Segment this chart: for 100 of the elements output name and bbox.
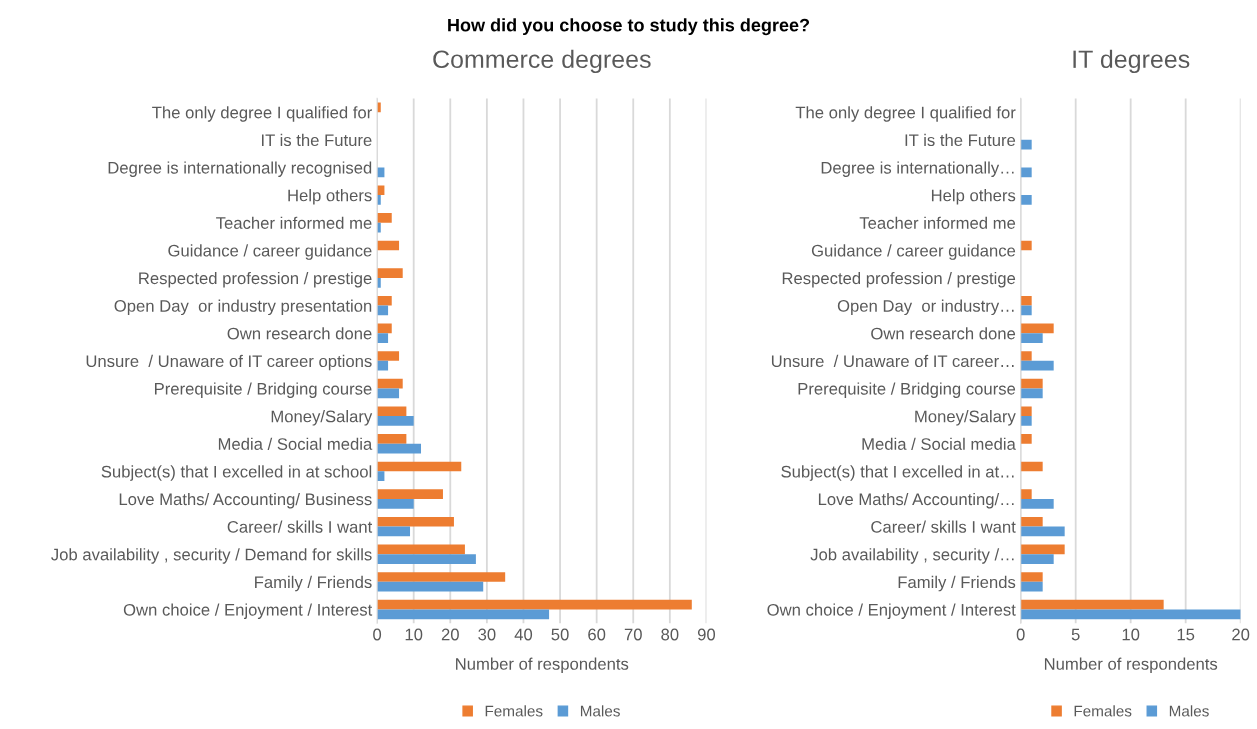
y-tick-label: The only degree I qualified for xyxy=(152,106,372,122)
y-tick-label: Degree is internationally recognised xyxy=(108,161,372,177)
bar xyxy=(1020,461,1043,472)
bar xyxy=(377,434,407,444)
x-tick-label: 50 xyxy=(551,628,569,641)
y-tick-label: Respected profession / prestige xyxy=(139,271,372,288)
bar xyxy=(377,333,389,343)
y-tick-label: Family / Friends xyxy=(898,575,1016,592)
y-tick-label: Money/Salary xyxy=(915,410,1016,426)
bar xyxy=(377,213,392,223)
bar xyxy=(377,516,454,527)
bar xyxy=(377,498,414,509)
bar xyxy=(377,526,411,537)
chart-title: Commerce degrees xyxy=(433,49,651,74)
y-tick-label: Help others xyxy=(931,189,1016,205)
x-tick-label: 0 xyxy=(373,628,382,641)
bar xyxy=(377,416,414,426)
x-tick-label: 30 xyxy=(478,628,496,641)
bar xyxy=(1020,489,1032,499)
bar xyxy=(1020,526,1065,537)
bar xyxy=(377,388,400,399)
x-tick-label: 20 xyxy=(441,628,459,641)
bar xyxy=(377,489,443,499)
y-tick-label: Unsure / Unaware of IT career options xyxy=(86,354,372,371)
bar xyxy=(1020,406,1032,417)
bar xyxy=(1020,323,1054,334)
bar xyxy=(1020,295,1032,306)
bar xyxy=(1020,333,1043,343)
x-axis-title: Number of respondents xyxy=(456,657,629,674)
bar xyxy=(377,295,392,306)
bar xyxy=(1020,516,1043,527)
legend-label: Females xyxy=(485,705,543,717)
y-tick-label: IT is the Future xyxy=(262,133,372,147)
bar xyxy=(1020,139,1032,150)
x-tick-label: 5 xyxy=(1071,628,1080,641)
bar xyxy=(377,461,462,472)
legend-label: Males xyxy=(580,705,620,717)
legend-label: Males xyxy=(1169,705,1209,717)
y-tick-label: Help others xyxy=(288,189,372,205)
bar xyxy=(1020,572,1043,582)
y-tick-label: Degree is internationally… xyxy=(821,161,1014,177)
y-tick-label: The only degree I qualified for xyxy=(795,106,1016,122)
bar xyxy=(1020,609,1241,620)
y-tick-label: Guidance / career guidance xyxy=(168,244,372,260)
bar xyxy=(377,406,407,417)
y-tick-label: Subject(s) that I excelled in at… xyxy=(781,465,1014,481)
y-tick-label: Open Day or industry presentation xyxy=(114,299,372,316)
bar xyxy=(1020,498,1054,509)
y-tick-label: Unsure / Unaware of IT career… xyxy=(771,354,1014,368)
bar xyxy=(377,378,403,389)
bar xyxy=(1020,434,1032,444)
bar xyxy=(377,572,506,582)
bar xyxy=(377,351,400,361)
bar xyxy=(1020,360,1054,371)
x-tick-label: 80 xyxy=(661,628,679,641)
x-tick-label: 90 xyxy=(697,628,716,641)
bar xyxy=(377,581,484,592)
y-tick-label: Own research done xyxy=(871,327,1016,340)
bar xyxy=(377,599,692,610)
y-tick-label: Job availability , security / Demand for skills xyxy=(51,548,372,564)
bar xyxy=(1020,240,1032,251)
y-tick-label: Prerequisite / Bridging course xyxy=(154,382,372,398)
bar xyxy=(377,544,465,555)
x-tick-label: 20 xyxy=(1232,628,1250,641)
bar xyxy=(1020,305,1032,316)
y-tick-label: Own choice / Enjoyment / Interest xyxy=(767,603,1016,619)
y-tick-label: Love Maths/ Accounting/ Business xyxy=(119,492,372,509)
x-tick-label: 40 xyxy=(514,628,533,641)
chart-title: IT degrees xyxy=(1073,49,1190,74)
bar xyxy=(1020,167,1032,178)
bar xyxy=(377,554,476,564)
bar xyxy=(1020,416,1032,426)
y-tick-label: Media / Social media xyxy=(218,437,373,450)
y-tick-label: Prerequisite / Bridging course xyxy=(798,382,1016,398)
bar xyxy=(377,360,389,371)
x-tick-label: 10 xyxy=(405,628,423,641)
bar xyxy=(377,443,422,454)
bar xyxy=(1020,195,1032,205)
text: How did you choose to study this degree? xyxy=(448,18,810,36)
y-tick-label: Respected profession / prestige xyxy=(782,271,1016,288)
bar xyxy=(1020,544,1065,555)
bar xyxy=(1020,554,1054,564)
y-tick-label: Family / Friends xyxy=(255,575,372,592)
y-tick-label: Teacher informed me xyxy=(216,216,372,229)
bar xyxy=(1020,599,1164,610)
y-tick-label: Job availability , security /… xyxy=(810,548,1014,564)
y-tick-label: Money/Salary xyxy=(271,410,373,426)
y-tick-label: Love Maths/ Accounting/… xyxy=(818,492,1014,509)
y-tick-label: Own research done xyxy=(227,327,372,340)
y-tick-label: Guidance / career guidance xyxy=(811,244,1016,260)
y-tick-label: Subject(s) that I excelled in at school xyxy=(101,465,372,481)
y-tick-label: IT is the Future xyxy=(905,133,1016,147)
y-tick-label: Career/ skills I want xyxy=(871,520,1016,533)
y-tick-label: Teacher informed me xyxy=(859,216,1016,229)
bar xyxy=(377,609,550,620)
bar xyxy=(1020,581,1043,592)
x-axis-title: Number of respondents xyxy=(1044,657,1218,674)
legend-label: Females xyxy=(1074,705,1132,717)
x-tick-label: 10 xyxy=(1122,628,1140,641)
bar xyxy=(1020,378,1043,389)
